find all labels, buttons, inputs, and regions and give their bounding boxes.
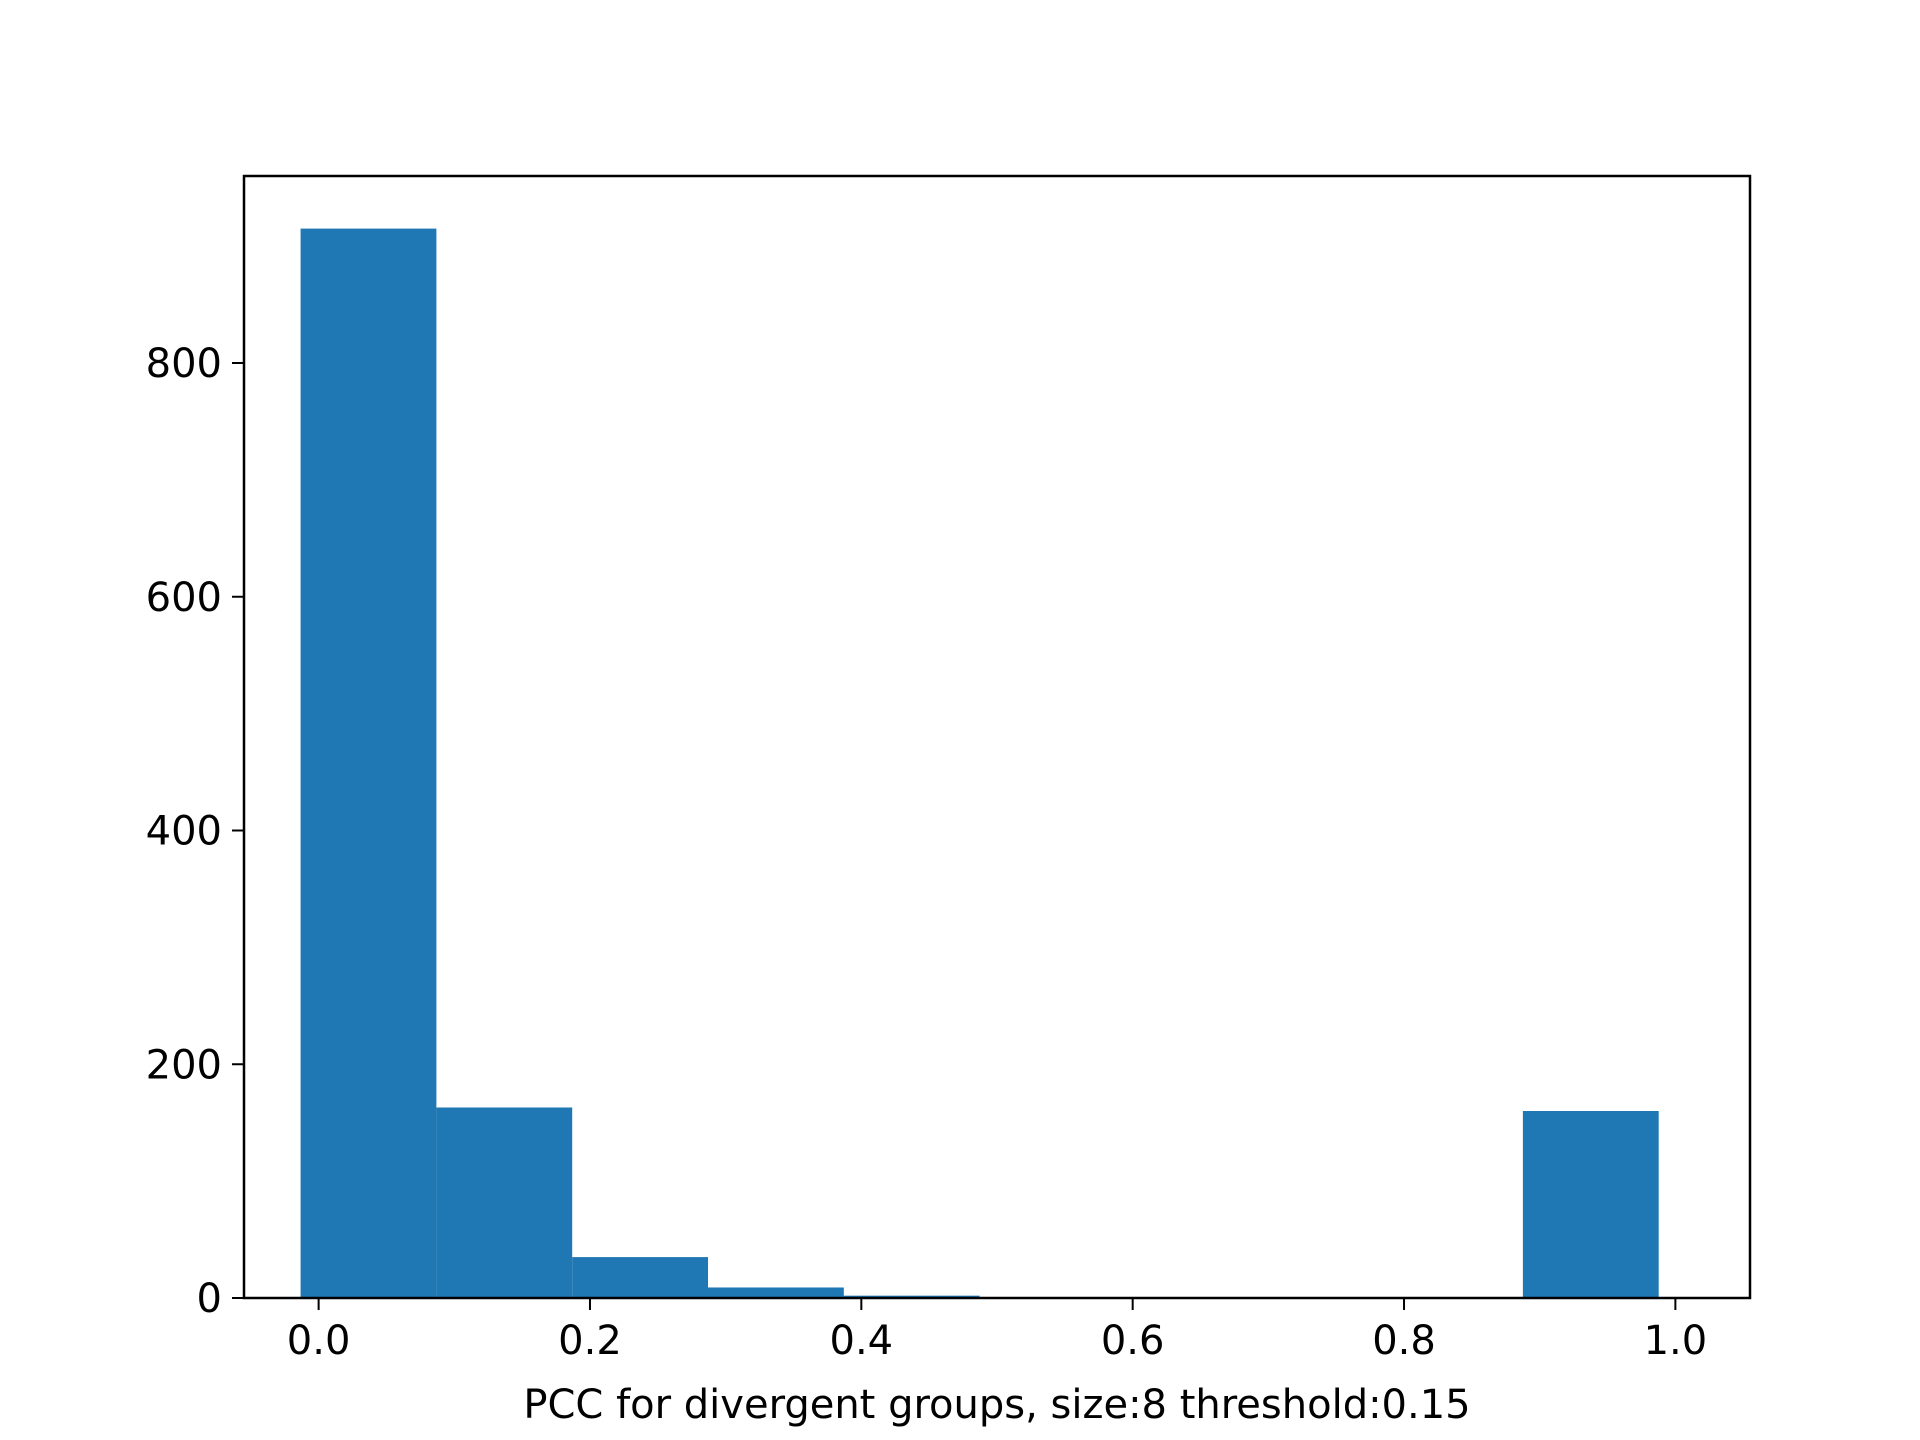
histogram-bars [300, 228, 1659, 1298]
y-tick-label: 400 [146, 809, 222, 855]
x-tick-label: 0.8 [1372, 1318, 1436, 1364]
x-tick-label: 0.0 [287, 1318, 351, 1364]
x-tick-label: 0.2 [558, 1318, 622, 1364]
y-axis-ticks: 0 200 400 600 800 [146, 341, 244, 1322]
x-axis-ticks: 0.0 0.2 0.4 0.6 0.8 1.0 [287, 1298, 1707, 1364]
histogram-bar [436, 1107, 573, 1298]
histogram-bar [300, 228, 437, 1298]
histogram-bar [708, 1287, 844, 1298]
y-tick-label: 0 [197, 1276, 222, 1322]
x-axis-label: PCC for divergent groups, size:8 thresho… [523, 1382, 1470, 1428]
plot-frame [242, 174, 1752, 1300]
x-tick-label: 0.6 [1101, 1318, 1165, 1364]
histogram-bar [572, 1257, 709, 1298]
y-tick-label: 600 [146, 575, 222, 621]
y-tick-label: 200 [146, 1042, 222, 1088]
y-tick-label: 800 [146, 341, 222, 387]
x-tick-label: 1.0 [1644, 1318, 1708, 1364]
histogram-bar [1522, 1111, 1659, 1298]
x-tick-label: 0.4 [830, 1318, 894, 1364]
